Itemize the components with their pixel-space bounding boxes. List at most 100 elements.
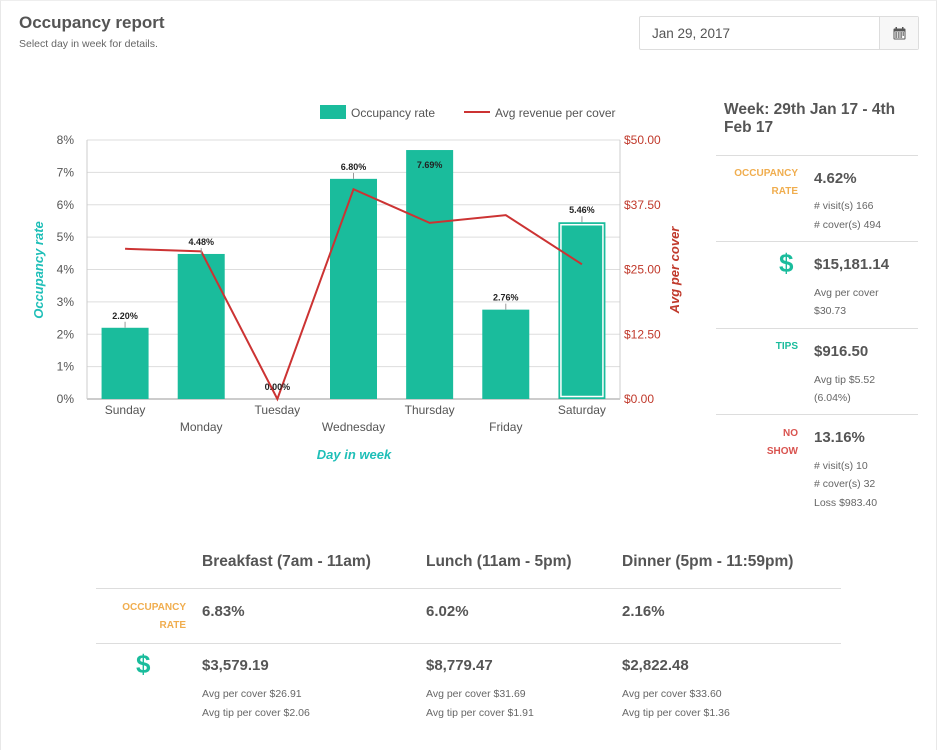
occupancy-covers: # cover(s) 494 [814,219,882,231]
chart-bar-labels: 2.20% 4.48% 0.00% 6.80% 7.69% 2.76% 5.46% [112,160,594,392]
y-tick-right: $37.50 [624,198,661,212]
occupancy-rate-label: OCCUPANCY RATE [716,165,798,201]
y-tick-right: $25.00 [624,263,661,277]
bar-label: 4.48% [188,237,214,247]
x-tick-label: Tuesday [255,403,301,417]
bar-label: 5.46% [569,205,595,215]
bar [406,150,454,399]
y-tick-right: $50.00 [624,133,661,147]
revenue-avg-value: $30.73 [814,305,847,317]
bar [177,253,225,399]
no-show-label: NO SHOW [716,425,798,461]
calendar-icon [893,26,905,39]
lunch-revenue: $8,779.47 [426,657,493,674]
tips-pct: (6.04%) [814,392,851,404]
breakdown-occupancy-label-line2: RATE [159,620,186,631]
x-tick-label: Monday [180,420,223,434]
chart-xticks: Sunday Monday Tuesday Wednesday Thursday Frid… [105,403,606,434]
occupancy-visits: # visit(s) 166 [814,200,874,212]
bar-label: 2.20% [112,311,138,321]
summary-divider [716,414,918,415]
lunch-avg-tip: Avg tip per cover $1.91 [426,707,534,719]
week-title: Week: 29th Jan 17 - 4th Feb 17 [724,101,896,136]
breakdown-divider [96,588,841,589]
date-picker [639,16,919,50]
occupancy-chart: 2.20% 4.48% 0.00% 6.80% 7.69% 2.76% 5.46% 0% 1%… [31,105,682,462]
x-tick-label: Friday [489,420,522,434]
lunch-occupancy: 6.02% [426,603,469,620]
breakfast-occupancy: 6.83% [202,603,245,620]
meal-header-dinner: Dinner (5pm - 11:59pm) [622,553,794,570]
meal-header-lunch: Lunch (11am - 5pm) [426,553,572,570]
bar-selected-outline [560,223,604,398]
y-tick-left: 5% [57,230,75,244]
tips-value: $916.50 [814,343,869,360]
date-input[interactable] [640,17,880,49]
no-show-label-line1: NO [783,428,798,439]
breakdown-dollar-icon: $ [136,649,151,679]
legend-swatch-occupancy [320,105,346,119]
lunch-avg-cover: Avg per cover $31.69 [426,688,526,700]
chart-yticks-right: $0.00 $12.50 $25.00 $37.50 $50.00 [624,133,661,406]
no-show-covers: # cover(s) 32 [814,478,876,490]
dinner-avg-tip: Avg tip per cover $1.36 [622,707,730,719]
y-tick-left: 2% [57,327,75,341]
no-show-value: 13.16% [814,429,865,446]
bar-label: 6.80% [341,162,367,172]
legend-label-occupancy: Occupancy rate [351,106,435,120]
bar-label: 7.69% [417,160,443,170]
breakdown-occupancy-label: OCCUPANCY RATE [96,599,186,635]
bar [558,222,606,399]
x-tick-label: Wednesday [322,420,385,434]
breakfast-revenue: $3,579.19 [202,657,269,674]
bar-label: 0.00% [265,382,291,392]
bar-label: 2.76% [493,293,519,303]
chart-legend: Occupancy rate Avg revenue per cover [320,105,616,120]
page-subtitle: Select day in week for details. [19,38,158,50]
chart-yticks-left: 0% 1% 2% 3% 4% 5% 6% 7% 8% [57,133,75,406]
bar [330,178,377,399]
y-tick-right: $12.50 [624,327,661,341]
x-tick-label: Sunday [105,403,146,417]
bar [101,327,149,399]
y-tick-right: $0.00 [624,392,654,406]
calendar-button[interactable] [879,17,918,49]
legend-label-revenue: Avg revenue per cover [495,106,616,120]
revenue-value: $15,181.14 [814,256,890,273]
no-show-loss: Loss $983.40 [814,497,878,509]
no-show-label-line2: SHOW [766,446,798,457]
breakfast-avg-cover: Avg per cover $26.91 [202,688,302,700]
y-tick-left: 0% [57,392,75,406]
chart-bars [101,150,606,399]
y-tick-left: 4% [57,263,75,277]
meal-header-breakfast: Breakfast (7am - 11am) [202,553,371,570]
page-title: Occupancy report [19,13,165,32]
summary-divider [716,241,918,242]
bar [482,309,530,399]
dinner-revenue: $2,822.48 [622,657,689,674]
tips-label: TIPS [775,341,798,352]
no-show-visits: # visit(s) 10 [814,460,868,472]
occupancy-label-line1: OCCUPANCY [734,168,798,179]
dinner-avg-cover: Avg per cover $33.60 [622,688,722,700]
x-tick-label: Saturday [558,403,606,417]
dollar-icon: $ [779,248,794,278]
revenue-avg-label: Avg per cover [814,287,879,299]
tips-avg: Avg tip $5.52 [814,374,876,386]
y-axis-left-title: Occupancy rate [31,221,46,319]
y-tick-left: 8% [57,133,75,147]
breakfast-avg-tip: Avg tip per cover $2.06 [202,707,310,719]
occupancy-label-line2: RATE [771,186,798,197]
breakdown-divider [96,643,841,644]
breakdown-occupancy-label-line1: OCCUPANCY [122,602,186,613]
summary-divider [716,155,918,156]
x-axis-title: Day in week [317,447,392,462]
y-tick-left: 3% [57,295,75,309]
y-axis-right-title: Avg per cover [667,226,682,315]
summary-divider [716,328,918,329]
y-tick-left: 6% [57,198,75,212]
y-tick-left: 7% [57,165,75,179]
x-tick-label: Thursday [405,403,455,417]
dinner-occupancy: 2.16% [622,603,665,620]
y-tick-left: 1% [57,360,75,374]
